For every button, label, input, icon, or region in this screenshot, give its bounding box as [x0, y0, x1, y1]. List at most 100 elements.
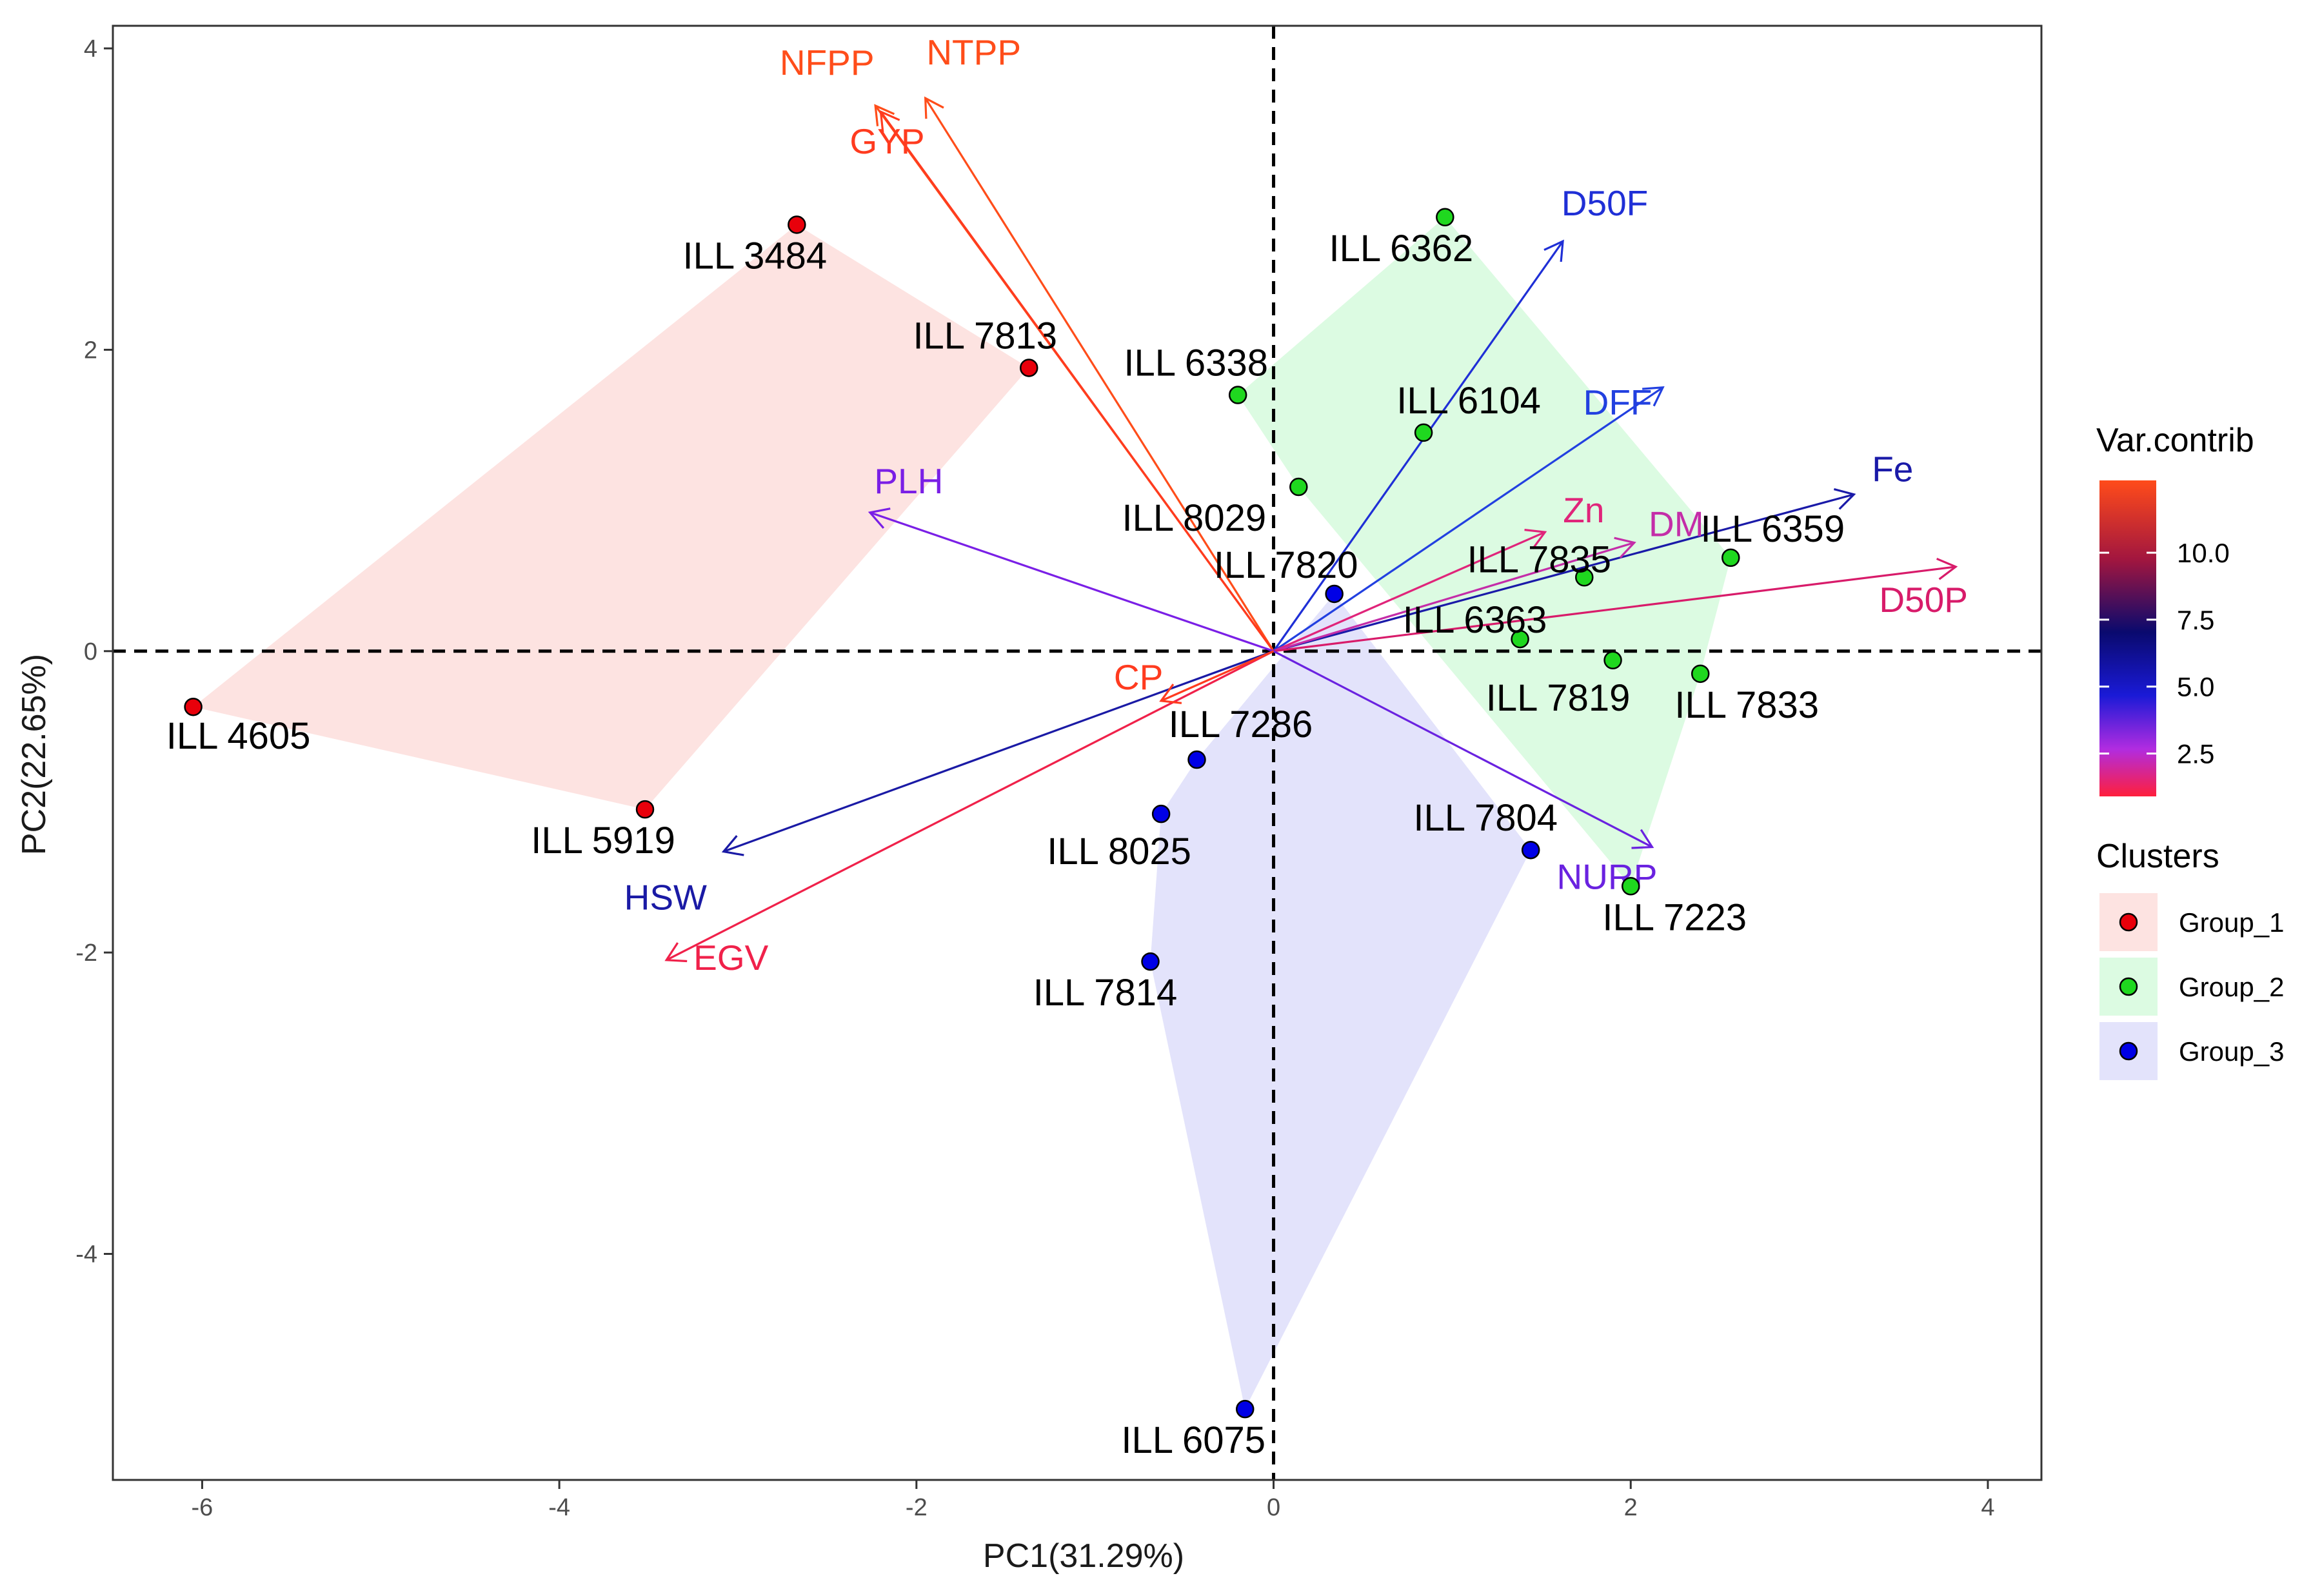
arrow-hsw: HSW	[624, 650, 1275, 918]
hull-group-1	[193, 224, 1029, 810]
arrow-hsw-head	[721, 835, 744, 856]
point-ill-7820	[1325, 584, 1344, 604]
arrow-fe-shaft	[1273, 493, 1854, 653]
variable-arrows: NFPP NTPP GYP D50F DFF Fe Zn DM D50P NURP PLH HSW EG…	[624, 32, 1968, 978]
arrow-zn-head	[1524, 529, 1547, 549]
point-ill-8025	[1151, 804, 1171, 823]
legend-dot-group-3	[2119, 1041, 2138, 1061]
observation-labels: ILL 3484 ILL 7813 ILL 4605 ILL 5919 ILL 6362…	[166, 228, 1845, 1461]
point-ill-7804	[1521, 840, 1540, 860]
arrow-d50p-head	[1936, 557, 1958, 580]
arrow-label-egv: EGV	[693, 938, 768, 978]
point-label-ill-7813: ILL 7813	[913, 315, 1057, 357]
arrow-nurp-head	[1631, 829, 1654, 849]
arrow-d50f: D50F	[1273, 183, 1648, 652]
arrow-zn-shaft	[1273, 531, 1545, 653]
legend: Var.contrib 10.0 7.5 5.0 2.5 Clusters Group…	[2096, 422, 2284, 1080]
arrow-egv-head	[664, 942, 688, 963]
arrow-gyp-head	[879, 110, 900, 133]
x-tick-label: -2	[906, 1494, 928, 1521]
x-axis-title: PC1(31.29%)	[983, 1537, 1184, 1575]
y-tick-label: 0	[84, 638, 97, 665]
arrow-cp: CP	[1114, 650, 1275, 704]
legend-dot-group-2	[2119, 977, 2138, 996]
arrow-fe-head	[1833, 488, 1856, 510]
point-label-ill-7223: ILL 7223	[1602, 896, 1747, 938]
point-label-ill-7286: ILL 7286	[1169, 704, 1313, 745]
point-ill-5919	[635, 800, 655, 819]
arrow-label-hsw: HSW	[624, 878, 707, 918]
colorbar-tick-label: 2.5	[2177, 739, 2214, 769]
point-ill-7833	[1691, 664, 1710, 684]
point-ill-6075	[1235, 1399, 1255, 1419]
arrow-gyp-shaft	[880, 111, 1275, 652]
point-ill-4605	[184, 697, 203, 716]
point-label-ill-7820: ILL 7820	[1214, 544, 1358, 586]
arrow-cp-shaft	[1160, 650, 1275, 702]
arrow-label-dm: DM	[1649, 504, 1704, 544]
colorbar-ticks: 10.0 7.5 5.0 2.5	[2099, 538, 2230, 769]
arrow-hsw-shaft	[723, 650, 1275, 853]
arrow-cp-head	[1159, 684, 1182, 704]
point-label-ill-6075: ILL 6075	[1121, 1419, 1265, 1461]
arrow-nfpp-head	[874, 104, 895, 126]
point-label-ill-3484: ILL 3484	[683, 235, 828, 277]
point-ill-7819	[1603, 651, 1622, 670]
point-label-ill-5919: ILL 5919	[531, 820, 675, 862]
y-tick-label: 2	[84, 337, 97, 364]
point-label-ill-8029: ILL 8029	[1122, 497, 1266, 539]
point-ill-8029	[1289, 477, 1308, 497]
colorbar-tick-label: 7.5	[2177, 605, 2214, 635]
colorbar-tick-label: 10.0	[2177, 538, 2230, 568]
plot-panel-border	[112, 25, 2043, 1481]
point-ill-7286	[1187, 750, 1206, 769]
observation-points	[184, 208, 1740, 1419]
arrow-label-d50p: D50P	[1879, 580, 1968, 620]
arrow-d50p: D50P	[1273, 557, 1968, 653]
arrow-nurp: NURP	[1273, 650, 1658, 897]
legend-label-group-3: Group_3	[2179, 1036, 2284, 1067]
arrow-ntpp-shaft	[924, 97, 1275, 652]
arrow-plh-shaft	[869, 511, 1275, 653]
point-label-ill-7804: ILL 7804	[1413, 797, 1558, 839]
arrow-label-plh: PLH	[874, 461, 943, 501]
point-label-ill-4605: ILL 4605	[166, 715, 311, 757]
hull-group-3	[1150, 594, 1531, 1410]
arrow-label-fe: Fe	[1872, 449, 1913, 489]
colorbar	[2099, 480, 2156, 796]
arrow-label-nurp: NURP	[1557, 857, 1658, 897]
x-tick-label: -6	[192, 1494, 213, 1521]
arrow-ntpp: NTPP	[924, 32, 1275, 652]
legend-label-group-1: Group_1	[2179, 907, 2284, 938]
point-ill-7814	[1141, 952, 1160, 971]
arrow-dff-shaft	[1273, 386, 1663, 653]
arrow-label-cp: CP	[1114, 657, 1163, 697]
arrow-dff: DFF	[1273, 382, 1665, 653]
cluster-hulls	[193, 217, 1731, 1410]
x-tick-label: 0	[1267, 1494, 1280, 1521]
arrow-label-zn: Zn	[1563, 490, 1604, 530]
arrow-dm-head	[1614, 537, 1636, 558]
point-label-ill-8025: ILL 8025	[1047, 831, 1191, 872]
point-label-ill-6363: ILL 6363	[1403, 599, 1547, 641]
axes: -6 -4 -2 0 2 4 -4 -2 0 2 4	[75, 35, 1994, 1521]
colorbar-tick-label: 5.0	[2177, 672, 2214, 702]
point-ill-6104	[1414, 423, 1433, 442]
cluster-legend-entries: Group_1 Group_2 Group_3	[2099, 893, 2284, 1080]
arrow-d50f-head	[1543, 239, 1564, 262]
arrow-label-gyp: GYP	[849, 121, 924, 161]
arrow-plh-head	[868, 507, 891, 529]
point-ill-7813	[1020, 359, 1038, 377]
legend-label-group-2: Group_2	[2179, 972, 2284, 1002]
legend-dot-group-1	[2119, 912, 2138, 932]
arrow-d50f-shaft	[1273, 241, 1564, 652]
arrow-gyp: GYP	[849, 110, 1275, 652]
arrow-label-dff: DFF	[1583, 382, 1652, 422]
reference-lines	[113, 26, 2041, 1480]
y-axis-title: PC2(22.65%)	[15, 654, 53, 855]
point-ill-7835	[1575, 568, 1594, 587]
point-label-ill-7833: ILL 7833	[1674, 684, 1819, 726]
arrow-label-nfpp: NFPP	[780, 43, 875, 83]
